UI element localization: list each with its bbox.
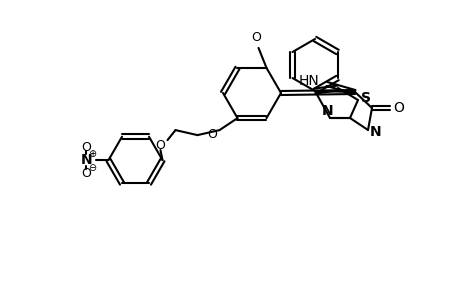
Text: S: S: [360, 91, 370, 105]
Text: O: O: [207, 128, 217, 141]
Text: O: O: [81, 141, 91, 154]
Text: O: O: [81, 167, 91, 180]
Text: O: O: [251, 32, 261, 44]
Text: HN: HN: [298, 74, 319, 88]
Text: O: O: [155, 139, 165, 152]
Text: N: N: [80, 153, 92, 167]
Text: N: N: [369, 125, 381, 139]
Text: N: N: [321, 104, 333, 118]
Text: ⊖: ⊖: [88, 163, 96, 173]
Text: ⊕: ⊕: [88, 149, 96, 159]
Text: O: O: [393, 101, 403, 115]
